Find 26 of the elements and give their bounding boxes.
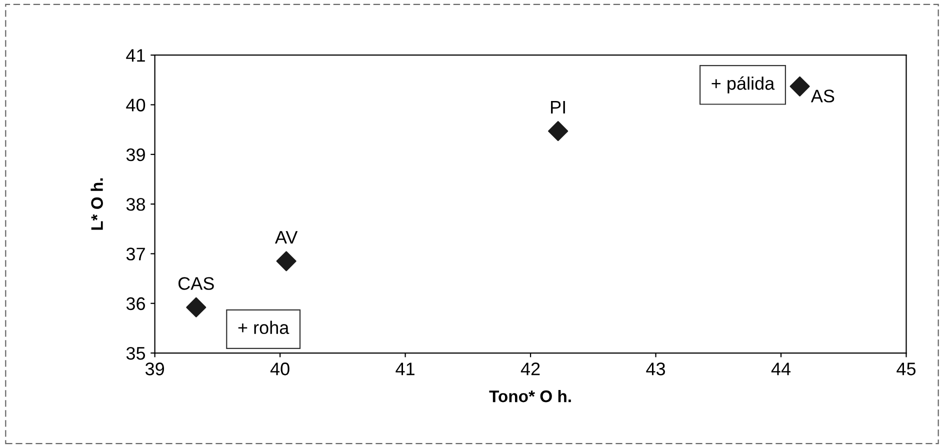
annotation: CAS: [178, 277, 214, 290]
x-tick-label: 45: [896, 362, 916, 376]
point: [790, 76, 810, 96]
y-tick-label: 38: [126, 198, 146, 211]
x-tick-label: 41: [396, 362, 414, 376]
y-tick-label: 35: [126, 346, 146, 360]
point: [276, 251, 296, 272]
y-tick-label: 37: [126, 248, 145, 260]
point: [548, 121, 568, 142]
annotation: AV: [274, 231, 298, 244]
x-tick-label: 43: [646, 362, 666, 376]
x-axis-title: Tono* O h.: [489, 390, 571, 402]
annotation: + roha: [238, 320, 290, 334]
y-tick-label: 41: [126, 49, 145, 62]
x-tick-label: 39: [145, 362, 164, 376]
point: [186, 297, 206, 318]
y-tick-label: 39: [126, 148, 145, 162]
annotation: + pálida: [712, 76, 775, 94]
annotation: PI: [551, 101, 565, 114]
x-tick-label: 44: [771, 362, 791, 376]
y-axis-title: L* O h.: [90, 178, 103, 230]
x-tick-label: 40: [270, 362, 290, 376]
y-tick-label: 36: [126, 297, 145, 310]
x-tick-label: 42: [520, 362, 540, 376]
y-tick-label: 40: [126, 98, 146, 112]
annotation: AS: [810, 90, 834, 102]
